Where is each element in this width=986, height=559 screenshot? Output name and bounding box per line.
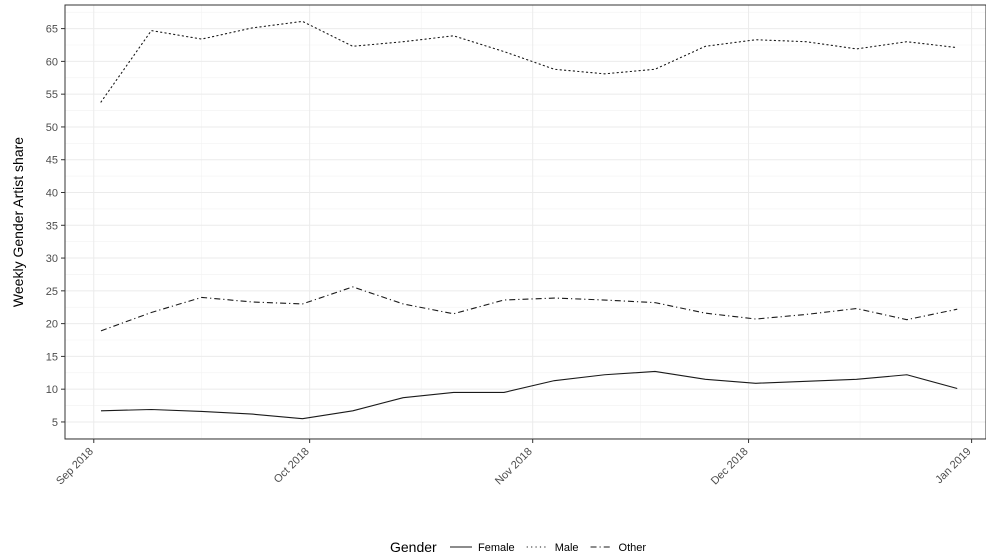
y-tick-label: 60 [46,56,58,68]
y-tick-label: 35 [46,220,58,232]
series-line-male [100,20,958,103]
series-line-female [100,370,958,420]
y-tick-label: 30 [46,253,58,265]
legend: Gender Female Male Other [390,539,646,555]
major-gridlines [65,5,986,439]
y-tick-label: 20 [46,319,58,331]
y-tick-label: 5 [52,417,58,429]
y-tick-label: 10 [46,384,58,396]
y-axis-title: Weekly Gender Artist share [10,137,26,307]
minor-gridlines [65,5,986,439]
y-axis: 5 10 15 20 25 30 35 40 45 50 55 60 65 [46,24,65,429]
legend-label-female: Female [478,542,515,554]
series-lines [100,20,958,420]
y-tick-label: 50 [46,122,58,134]
y-tick-label: 55 [46,89,58,101]
legend-label-male: Male [555,542,579,554]
y-tick-label: 65 [46,24,58,36]
plot-panel-border [64,4,986,440]
legend-label-other: Other [619,542,647,554]
y-tick-label: 25 [46,286,58,298]
y-tick-label: 15 [46,351,58,363]
legend-title: Gender [390,539,437,555]
series-line-other [100,286,958,332]
y-tick-label: 40 [46,187,58,199]
y-tick-label: 45 [46,155,58,167]
